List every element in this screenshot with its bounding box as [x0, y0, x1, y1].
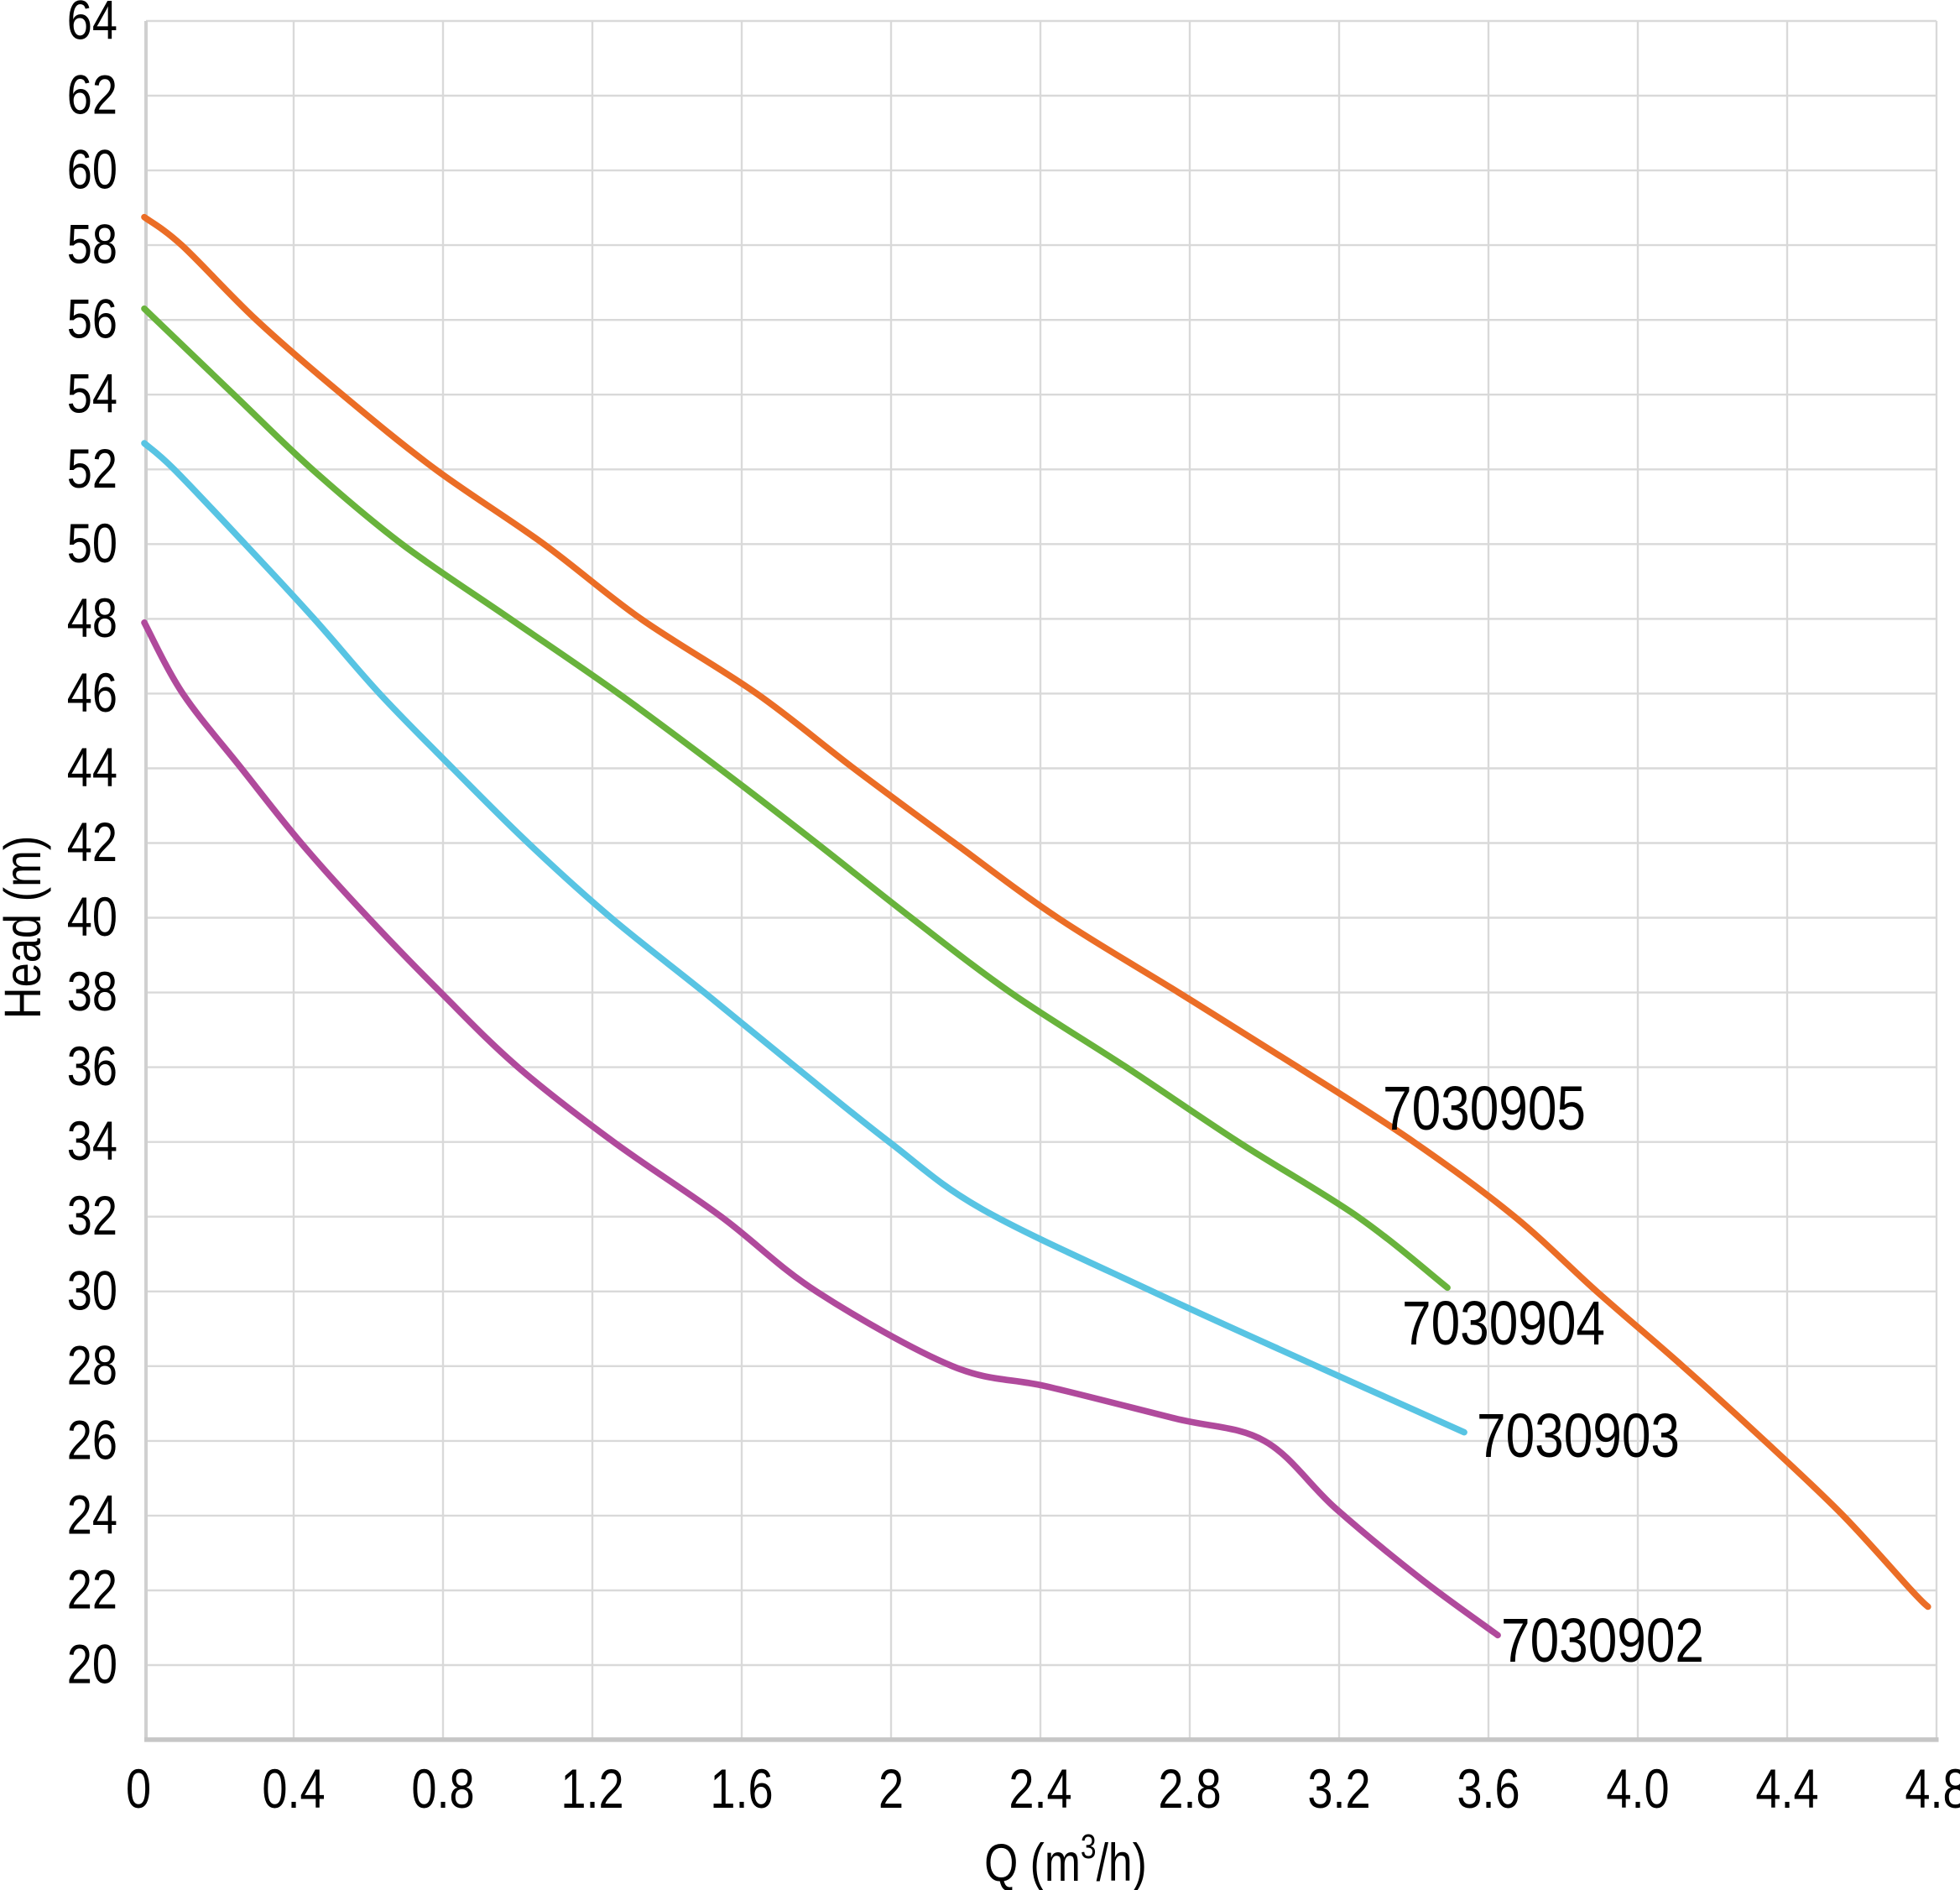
svg-text:44: 44: [67, 736, 117, 798]
svg-text:62: 62: [67, 63, 117, 125]
svg-text:3.6: 3.6: [1457, 1757, 1520, 1820]
svg-text:4.8: 4.8: [1905, 1757, 1960, 1820]
svg-text:4.0: 4.0: [1606, 1757, 1669, 1820]
svg-text:50: 50: [67, 512, 117, 574]
svg-text:56: 56: [67, 288, 117, 350]
svg-text:7030904: 7030904: [1402, 1289, 1605, 1358]
svg-text:0.8: 0.8: [411, 1757, 474, 1820]
svg-text:64: 64: [67, 0, 117, 51]
svg-text:22: 22: [67, 1558, 117, 1620]
svg-text:Q (m3/h): Q (m3/h): [984, 1827, 1147, 1890]
svg-text:42: 42: [67, 811, 117, 873]
svg-text:Head (m): Head (m): [0, 836, 52, 1020]
svg-text:24: 24: [67, 1483, 117, 1545]
svg-text:60: 60: [67, 138, 117, 200]
svg-text:0.4: 0.4: [262, 1757, 325, 1820]
svg-text:52: 52: [67, 437, 117, 499]
svg-text:30: 30: [67, 1259, 117, 1321]
svg-text:46: 46: [67, 661, 117, 723]
svg-text:1.6: 1.6: [710, 1757, 773, 1820]
svg-text:20: 20: [67, 1632, 117, 1694]
svg-text:48: 48: [67, 587, 117, 649]
svg-text:7030903: 7030903: [1477, 1402, 1680, 1470]
svg-text:0: 0: [126, 1757, 151, 1820]
svg-text:54: 54: [67, 363, 117, 425]
svg-text:1.2: 1.2: [560, 1757, 623, 1820]
svg-text:36: 36: [67, 1035, 117, 1097]
svg-text:3.2: 3.2: [1307, 1757, 1370, 1820]
svg-text:2.4: 2.4: [1009, 1757, 1071, 1820]
svg-text:2.8: 2.8: [1158, 1757, 1221, 1820]
svg-text:32: 32: [67, 1184, 117, 1246]
svg-text:58: 58: [67, 212, 117, 274]
svg-text:40: 40: [67, 885, 117, 948]
svg-text:28: 28: [67, 1334, 117, 1396]
svg-text:26: 26: [67, 1408, 117, 1470]
svg-text:7030905: 7030905: [1383, 1074, 1586, 1143]
svg-text:34: 34: [67, 1109, 117, 1172]
svg-text:4.4: 4.4: [1755, 1757, 1818, 1820]
svg-text:2: 2: [878, 1757, 904, 1820]
svg-text:7030902: 7030902: [1501, 1606, 1704, 1675]
svg-text:38: 38: [67, 960, 117, 1022]
